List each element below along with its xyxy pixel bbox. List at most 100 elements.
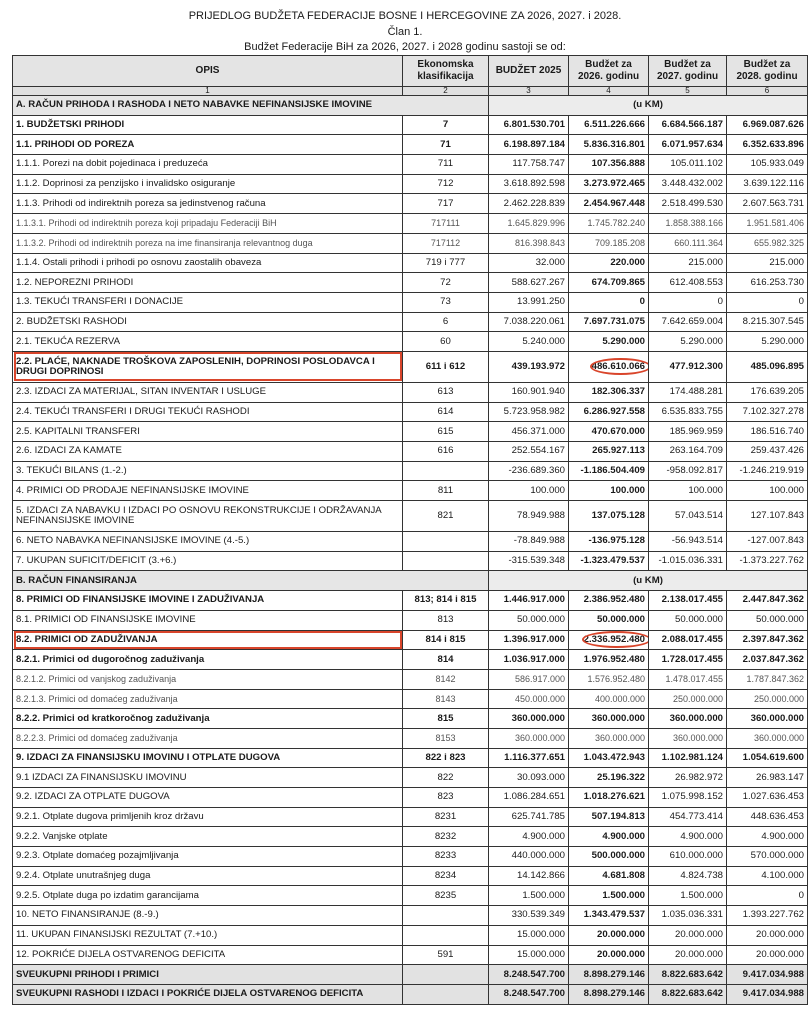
classification-code: 717111 [402,213,489,234]
budget-2025-value: 30.093.000 [488,767,569,788]
budget-2025-value: 360.000.000 [488,727,569,749]
budget-2026-value: 4.900.000 [568,826,649,848]
budget-2026-value: 486.610.066 [568,350,649,383]
table-row: 2.4. TEKUĆI TRANSFERI I DRUGI TEKUĆI RAS… [12,401,808,423]
budget-2027-value: 7.642.659.004 [648,311,727,333]
budget-2026-value: 6.286.927.558 [568,401,649,423]
classification-code [402,460,489,482]
budget-2026-value: 2.454.967.448 [568,193,649,215]
budget-2028-value: 105.933.049 [726,154,808,175]
table-row: 5. IZDACI ZA NABAVKU I IZDACI PO OSNOVU … [12,500,808,533]
budget-2025-value: 586.917.000 [488,668,569,690]
budget-2027-value: 105.011.102 [648,154,727,175]
section-header-row: B. RAČUN FINANSIRANJA (u KM) [12,570,808,592]
row-label: 10. NETO FINANSIRANJE (8.-9.) [12,905,403,926]
budget-2028-value: 1.951.581.406 [726,213,808,234]
table-row: 2.2. PLAĆE, NAKNADE TROŠKOVA ZAPOSLENIH,… [12,350,808,383]
budget-2028-value: 655.982.325 [726,232,808,254]
budget-2027-value: 5.290.000 [648,331,727,352]
table-row: 2.3. IZDACI ZA MATERIJAL, SITAN INVENTAR… [12,381,808,403]
row-label: 2.1. TEKUĆA REZERVA [12,331,403,352]
budget-2025-value: 32.000 [488,252,569,274]
row-label: 8. PRIMICI OD FINANSIJSKE IMOVINE I ZADU… [12,590,403,611]
budget-2027-value: 57.043.514 [648,500,727,533]
budget-2027-value: 4.900.000 [648,826,727,848]
classification-code: 719 i 777 [402,252,489,274]
header-budget-2026: Budžet za 2026. godinu [568,55,649,87]
row-label: 11. UKUPAN FINANSIJSKI REZULTAT (7.+10.) [12,924,403,946]
budget-2027-value: 4.824.738 [648,865,727,887]
budget-2026-value: 500.000.000 [568,846,649,867]
budget-2028-value: -1.246.219.919 [726,460,808,482]
budget-2026-value: 2.336.952.480 [568,629,649,651]
row-label: 8.2.1. Primici od dugoročnog zaduživanja [12,649,403,670]
budget-2028-value: 0 [726,291,808,313]
budget-2025-value: 8.248.547.700 [488,964,569,985]
unit-label: (u KM) [488,95,808,116]
budget-2025-value: 1.500.000 [488,885,569,907]
row-label: 9.2.2. Vanjske otplate [12,826,403,848]
budget-2026-value: 8.898.279.146 [568,983,649,1005]
budget-2025-value: 5.240.000 [488,331,569,352]
budget-2027-value: 174.488.281 [648,381,727,403]
budget-2028-value: -1.373.227.762 [726,550,808,572]
table-row: 1.1.3. Prihodi od indirektnih poreza sa … [12,193,808,215]
budget-2028-value: 26.983.147 [726,767,808,788]
budget-2026-value: 265.927.113 [568,441,649,462]
classification-code [402,905,489,926]
budget-2025-value: 100.000 [488,480,569,502]
budget-2025-value: -78.849.988 [488,531,569,552]
budget-2027-value: 6.071.957.634 [648,134,727,156]
classification-code: 8153 [402,727,489,749]
table-row: 9.2.4. Otplate unutrašnjeg duga 8234 14.14… [12,865,808,887]
classification-code: 821 [402,500,489,533]
classification-code: 8235 [402,885,489,907]
budget-2027-value: 360.000.000 [648,727,727,749]
table-row: 8.2.1.3. Primici od domaćeg zaduživanja 8… [12,688,808,710]
budget-2027-value: 250.000.000 [648,688,727,710]
budget-table: OPIS Ekonomska klasifikacija BUDŽET 2025… [12,55,808,1005]
budget-2027-value: 6.684.566.187 [648,114,727,136]
classification-code: 616 [402,441,489,462]
budget-2026-value: 107.356.888 [568,154,649,175]
budget-2028-value: 7.102.327.278 [726,401,808,423]
classification-code: 823 [402,787,489,808]
table-row: 1.3. TEKUĆI TRANSFERI I DONACIJE 73 13.991… [12,291,808,313]
budget-2026-value: -136.975.128 [568,531,649,552]
classification-code: 7 [402,114,489,136]
row-label: 12. POKRIĆE DIJELA OSTVARENOG DEFICITA [12,944,403,966]
classification-code: 614 [402,401,489,423]
row-label: 2. BUDŽETSKI RASHODI [12,311,403,333]
row-label: 1.1.2. Doprinosi za penzijsko i invalids… [12,173,403,195]
budget-2028-value: -127.007.843 [726,531,808,552]
classification-code: 71 [402,134,489,156]
budget-2028-value: 360.000.000 [726,727,808,749]
classification-code: 6 [402,311,489,333]
row-label: 7. UKUPAN SUFICIT/DEFICIT (3.+6.) [12,550,403,572]
budget-2027-value: 1.728.017.455 [648,649,727,670]
budget-2026-value: 507.194.813 [568,806,649,828]
budget-2026-value: 1.745.782.240 [568,213,649,234]
column-number: 2 [402,86,489,96]
row-label: 1.1. PRIHODI OD POREZA [12,134,403,156]
budget-2025-value: 1.396.917.000 [488,629,569,651]
highlighted-value: 2.336.952.480 [583,633,645,645]
row-label: 9. IZDACI ZA FINANSIJSKU IMOVINU I OTPLA… [12,747,403,769]
budget-2026-value: 20.000.000 [568,924,649,946]
budget-2027-value: -1.015.036.331 [648,550,727,572]
budget-2028-value: 6.352.633.896 [726,134,808,156]
table-row: 1.1. PRIHODI OD POREZA 71 6.198.897.184 5.8… [12,134,808,156]
budget-2027-value: 660.111.364 [648,232,727,254]
header-classification: Ekonomska klasifikacija [402,55,489,87]
budget-2027-value: 610.000.000 [648,846,727,867]
budget-2025-value: 330.539.349 [488,905,569,926]
classification-code: 615 [402,421,489,442]
budget-2025-value: 4.900.000 [488,826,569,848]
table-row: 9.2. IZDACI ZA OTPLATE DUGOVA 823 1.086.28… [12,787,808,808]
header-budget-2025: BUDŽET 2025 [488,55,569,87]
table-row: 2.1. TEKUĆA REZERVA 60 5.240.000 5.290.000 5… [12,331,808,352]
table-row: 8.1. PRIMICI OD FINANSIJSKE IMOVINE 813 50… [12,609,808,631]
budget-2026-value: 50.000.000 [568,609,649,631]
budget-2028-value: 1.054.619.600 [726,747,808,769]
row-label: 1.3. TEKUĆI TRANSFERI I DONACIJE [12,291,403,313]
